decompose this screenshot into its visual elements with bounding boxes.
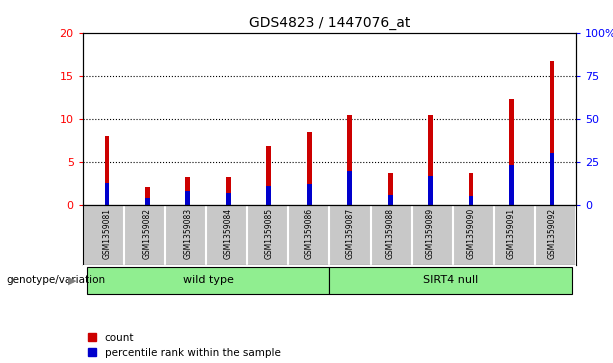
- Bar: [428, 176, 433, 205]
- Text: GSM1359091: GSM1359091: [507, 208, 516, 259]
- Bar: [87, 266, 330, 294]
- Text: GSM1359082: GSM1359082: [143, 208, 152, 259]
- Bar: [307, 132, 311, 205]
- Bar: [509, 166, 514, 205]
- Bar: [509, 99, 514, 205]
- Text: GSM1359081: GSM1359081: [102, 208, 112, 259]
- Bar: [388, 195, 392, 205]
- Text: GSM1359083: GSM1359083: [183, 208, 192, 259]
- Text: GSM1359092: GSM1359092: [547, 208, 557, 259]
- Bar: [348, 115, 352, 205]
- Bar: [388, 173, 392, 205]
- Text: wild type: wild type: [183, 276, 234, 285]
- Bar: [186, 177, 191, 205]
- Bar: [468, 196, 473, 205]
- Title: GDS4823 / 1447076_at: GDS4823 / 1447076_at: [249, 16, 410, 30]
- Text: genotype/variation: genotype/variation: [6, 275, 105, 285]
- Bar: [145, 198, 150, 205]
- Text: GSM1359090: GSM1359090: [466, 208, 476, 259]
- Text: GSM1359089: GSM1359089: [426, 208, 435, 259]
- Bar: [348, 171, 352, 205]
- Bar: [549, 153, 554, 205]
- Bar: [105, 183, 110, 205]
- Bar: [330, 266, 572, 294]
- Bar: [307, 184, 311, 205]
- Bar: [186, 191, 191, 205]
- Text: GSM1359084: GSM1359084: [224, 208, 233, 259]
- Bar: [226, 177, 230, 205]
- Bar: [267, 147, 271, 205]
- Text: GSM1359087: GSM1359087: [345, 208, 354, 259]
- Text: GSM1359086: GSM1359086: [305, 208, 314, 259]
- Bar: [145, 187, 150, 205]
- Text: SIRT4 null: SIRT4 null: [423, 276, 479, 285]
- Legend: count, percentile rank within the sample: count, percentile rank within the sample: [88, 333, 281, 358]
- Bar: [267, 186, 271, 205]
- Bar: [468, 173, 473, 205]
- Bar: [428, 115, 433, 205]
- Bar: [226, 193, 230, 205]
- Text: GSM1359088: GSM1359088: [386, 208, 395, 259]
- Bar: [105, 136, 110, 205]
- Text: GSM1359085: GSM1359085: [264, 208, 273, 259]
- Bar: [549, 61, 554, 205]
- Text: ▶: ▶: [68, 275, 77, 285]
